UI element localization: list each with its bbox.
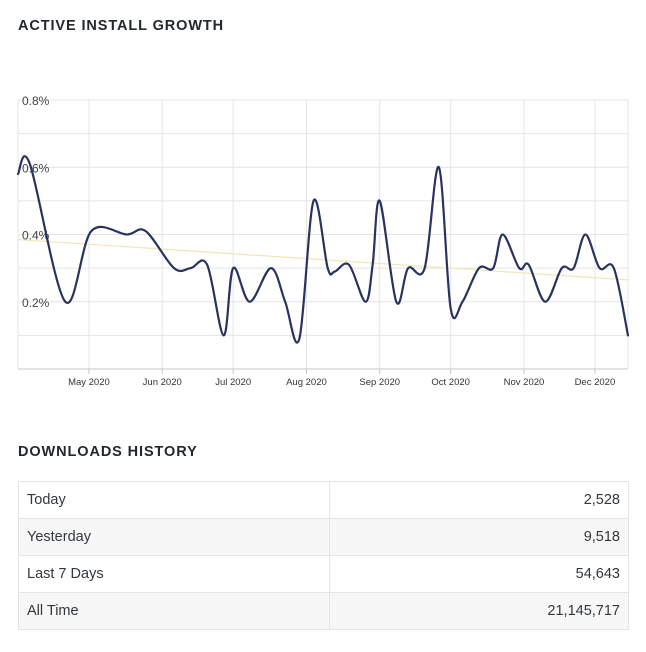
row-value-last-7-days: 54,643 <box>329 555 629 593</box>
table-row: Last 7 Days 54,643 <box>18 555 629 593</box>
table-row: All Time 21,145,717 <box>18 592 629 630</box>
row-label-today: Today <box>18 481 330 519</box>
x-tick-label: Oct 2020 <box>431 377 470 388</box>
install-growth-chart: 0.8% 0.6% 0.4% 0.2% May 2020 Jun 2020 Jul 202… <box>16 94 630 388</box>
downloads-table: Today 2,528 Yesterday 9,518 Last 7 Days … <box>18 481 629 630</box>
trend-line <box>17 238 629 281</box>
x-tick-label: May 2020 <box>68 377 110 388</box>
table-row: Yesterday 9,518 <box>18 518 629 556</box>
row-label-last-7-days: Last 7 Days <box>18 555 330 593</box>
x-tick-label: Nov 2020 <box>504 377 545 388</box>
row-label-yesterday: Yesterday <box>18 518 330 556</box>
row-label-all-time: All Time <box>18 592 330 630</box>
row-value-yesterday: 9,518 <box>329 518 629 556</box>
row-value-today: 2,528 <box>329 481 629 519</box>
x-tick-label: Sep 2020 <box>359 377 400 388</box>
y-tick-label: 0.4% <box>22 229 50 243</box>
x-tick-label: Jul 2020 <box>215 377 251 388</box>
y-tick-label: 0.8% <box>22 94 50 108</box>
table-row: Today 2,528 <box>18 481 629 519</box>
x-tick-label: Jun 2020 <box>143 377 182 388</box>
install-growth-line <box>16 155 630 344</box>
growth-section-title: ACTIVE INSTALL GROWTH <box>18 18 225 34</box>
y-tick-label: 0.2% <box>22 296 50 310</box>
x-tick-label: Aug 2020 <box>286 377 327 388</box>
row-value-all-time: 21,145,717 <box>329 592 629 630</box>
downloads-section-title: DOWNLOADS HISTORY <box>18 444 198 460</box>
x-tick-label: Dec 2020 <box>575 377 616 388</box>
y-tick-label: 0.6% <box>22 161 50 175</box>
